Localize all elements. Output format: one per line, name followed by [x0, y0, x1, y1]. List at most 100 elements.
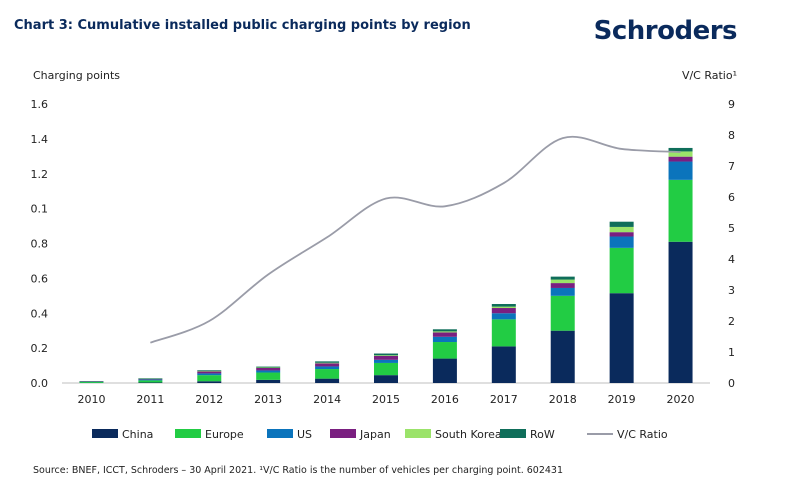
bar-us — [609, 236, 634, 248]
bar-us — [550, 287, 575, 296]
bar-europe — [79, 381, 104, 383]
bar-us — [432, 336, 457, 343]
y2-tick-label: 3 — [728, 284, 735, 297]
bar-japan — [315, 363, 340, 367]
legend-swatch-japan — [330, 429, 356, 438]
bar-row — [79, 381, 104, 382]
bar-europe — [315, 369, 340, 379]
bar-japan — [609, 232, 634, 237]
x-tick-label: 2016 — [431, 393, 459, 406]
bar-japan — [138, 378, 163, 380]
y2-tick-label: 6 — [728, 191, 735, 204]
bar-us — [668, 161, 693, 180]
bar-europe — [374, 362, 398, 376]
legend-label: China — [122, 428, 153, 441]
bar-south-korea — [197, 370, 222, 372]
bar-us — [256, 370, 281, 373]
x-tick-label: 2011 — [136, 393, 164, 406]
bar-japan — [491, 308, 516, 314]
y2-tick-label: 4 — [728, 253, 735, 266]
source-note: Source: BNEF, ICCT, Schroders – 30 April… — [33, 465, 563, 476]
bar-china — [138, 382, 163, 383]
y2-tick-label: 0 — [728, 377, 735, 390]
bar-row — [374, 353, 398, 356]
bar-row — [197, 370, 222, 371]
bar-row — [609, 221, 634, 227]
y-tick-label: 0.0 — [31, 377, 49, 390]
bar-europe — [138, 380, 163, 383]
bar-japan — [256, 367, 281, 371]
y2-tick-label: 7 — [728, 160, 735, 173]
bar-row — [315, 361, 340, 363]
legend-swatch-south-korea — [405, 429, 431, 438]
x-tick-label: 2012 — [195, 393, 223, 406]
bar-us — [197, 373, 222, 376]
bar-japan — [197, 371, 222, 374]
bar-south-korea — [668, 151, 693, 157]
bar-row — [256, 366, 281, 368]
bar-europe — [197, 375, 222, 382]
bar-europe — [256, 372, 281, 380]
x-tick-label: 2015 — [372, 393, 400, 406]
y2-tick-label: 8 — [728, 129, 735, 142]
bar-south-korea — [550, 279, 575, 284]
legend-swatch-europe — [175, 429, 201, 438]
bar-china — [256, 379, 281, 383]
x-tick-label: 2014 — [313, 393, 341, 406]
bar-row — [138, 378, 163, 379]
bar-china — [550, 330, 575, 383]
legend-label: RoW — [530, 428, 555, 441]
bar-europe — [609, 247, 634, 294]
bar-south-korea — [609, 226, 634, 233]
y-tick-label: 1.6 — [31, 98, 49, 111]
bar-us — [138, 379, 163, 381]
legend-label: V/C Ratio — [617, 428, 668, 441]
bar-japan — [668, 156, 693, 162]
y-tick-label: 1.2 — [31, 168, 49, 181]
y-tick-label: 1.4 — [31, 133, 49, 146]
bar-china — [374, 375, 398, 383]
bar-europe — [550, 295, 575, 331]
legend-swatch-us — [267, 429, 293, 438]
bar-south-korea — [315, 362, 340, 364]
bar-south-korea — [491, 306, 516, 309]
legend-label: Europe — [205, 428, 244, 441]
y-tick-label: 0.1 — [31, 203, 49, 216]
bar-china — [197, 381, 222, 383]
y-tick-label: 0.6 — [31, 272, 49, 285]
legend-swatch-row — [500, 429, 526, 438]
legend-label: South Korea — [435, 428, 502, 441]
x-tick-label: 2017 — [490, 393, 518, 406]
bar-south-korea — [432, 331, 457, 333]
schroders-logo: Schroders — [593, 16, 738, 46]
chart-title: Chart 3: Cumulative installed public cha… — [14, 18, 471, 33]
bar-row — [432, 329, 457, 332]
legend-label: Japan — [359, 428, 391, 441]
vc-ratio-line — [150, 135, 681, 344]
legend-label: US — [297, 428, 312, 441]
bar-south-korea — [374, 355, 398, 356]
x-tick-label: 2010 — [77, 393, 105, 406]
bar-europe — [491, 319, 516, 347]
bar-japan — [374, 355, 398, 360]
bar-china — [491, 346, 516, 383]
y-axis-right-label: V/C Ratio¹ — [681, 69, 737, 82]
x-tick-label: 2018 — [549, 393, 577, 406]
bar-europe — [668, 179, 693, 242]
bar-row — [491, 304, 516, 307]
bar-row — [668, 147, 693, 152]
bar-china — [432, 358, 457, 383]
bar-china — [668, 241, 693, 383]
legend-swatch-china — [92, 429, 118, 438]
bar-japan — [550, 283, 575, 288]
bar-china — [609, 293, 634, 383]
y2-tick-label: 9 — [728, 98, 735, 111]
y-axis-left-label: Charging points — [33, 69, 120, 82]
bar-us — [315, 366, 340, 370]
y2-tick-label: 2 — [728, 315, 735, 328]
y-tick-label: 0.2 — [31, 342, 49, 355]
bar-us — [491, 313, 516, 320]
y2-tick-label: 1 — [728, 346, 735, 359]
bar-china — [315, 378, 340, 383]
